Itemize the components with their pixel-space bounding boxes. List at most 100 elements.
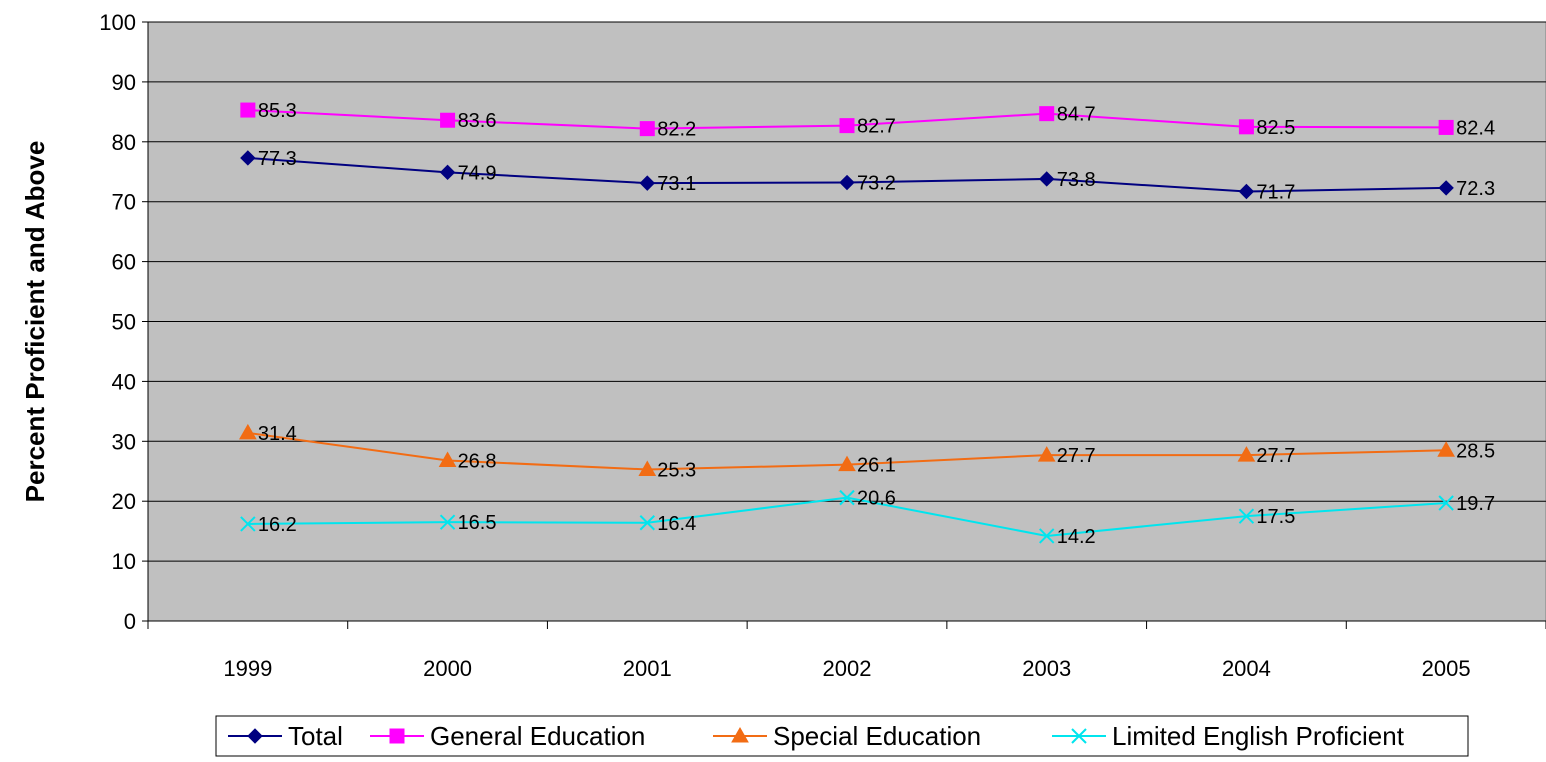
data-label-limited-english-proficient-2004: 17.5 <box>1256 506 1295 528</box>
point-total-2000 <box>439 164 456 181</box>
y-tick-label-90: 90 <box>112 70 136 95</box>
legend-item-general-education: General Education <box>370 721 645 751</box>
point-special-education-2001 <box>638 460 657 476</box>
point-general-education-1999 <box>240 102 256 118</box>
legend-marker-limited-english-proficient <box>1071 728 1087 744</box>
y-tick-label-50: 50 <box>112 310 136 335</box>
point-special-education-2003 <box>1037 446 1056 462</box>
data-label-limited-english-proficient-2000: 16.5 <box>458 512 497 534</box>
legend-marker-limited-english-proficient-b <box>1071 728 1087 744</box>
x-tick-label-2002: 2002 <box>823 656 872 681</box>
x-tick-label-2000: 2000 <box>423 656 472 681</box>
legend-label-limited-english-proficient: Limited English Proficient <box>1112 721 1405 751</box>
point-total-2005 <box>1438 180 1454 196</box>
data-label-total-2002: 73.2 <box>857 173 896 195</box>
data-label-special-education-2000: 26.8 <box>458 450 497 472</box>
x-tick-labels: 1999 2000 2001 2002 2003 2004 2005 <box>223 656 1470 681</box>
data-label-total-2000: 74.9 <box>458 162 497 184</box>
point-limited-english-proficient-2001 <box>639 515 655 531</box>
point-limited-english-proficient-2000 <box>439 514 456 530</box>
point-total-2003 <box>1039 171 1055 187</box>
legend: Total General Education Special Education L… <box>215 715 1469 757</box>
data-label-general-education-2003: 84.7 <box>1057 104 1096 126</box>
point-limited-english-proficient-2002-b <box>839 489 855 506</box>
data-label-special-education-2005: 28.5 <box>1456 440 1495 462</box>
y-tick-label-0: 0 <box>124 609 136 634</box>
data-label-special-education-1999: 31.4 <box>258 423 297 445</box>
data-label-general-education-2001: 82.2 <box>657 119 696 141</box>
point-general-education-2000 <box>440 112 456 128</box>
data-label-special-education-2002: 26.1 <box>857 455 896 477</box>
point-special-education-1999 <box>238 423 257 440</box>
data-label-total-1999: 77.3 <box>258 148 297 170</box>
data-label-special-education-2001: 25.3 <box>657 459 696 481</box>
data-label-general-education-1999: 85.3 <box>258 100 297 122</box>
point-limited-english-proficient-1999-b <box>240 516 256 532</box>
series-general-education: 85.3 83.6 82.2 82.7 84.7 82.5 82.4 <box>240 100 1495 141</box>
x-tick-label-2003: 2003 <box>1022 656 1071 681</box>
data-label-total-2001: 73.1 <box>657 173 696 195</box>
point-general-education-2005 <box>1438 119 1454 135</box>
data-label-special-education-2003: 27.7 <box>1057 445 1096 467</box>
point-special-education-2005 <box>1437 441 1456 457</box>
data-label-limited-english-proficient-2003: 14.2 <box>1057 526 1096 548</box>
legend-box <box>215 715 1469 757</box>
point-limited-english-proficient-2004-b <box>1238 508 1255 524</box>
point-general-education-2004 <box>1238 119 1254 135</box>
point-general-education-2001 <box>639 121 655 137</box>
point-total-2001 <box>639 175 655 191</box>
point-limited-english-proficient-2005-b <box>1438 495 1454 511</box>
point-limited-english-proficient-2003 <box>1039 528 1055 544</box>
y-axis-label: Percent Proficient and Above <box>20 141 50 503</box>
point-special-education-2004 <box>1237 446 1256 462</box>
x-tick-label-2004: 2004 <box>1222 656 1271 681</box>
series-group: 77.3 74.9 73.1 73.2 73.8 71.7 72.3 85.3 83.6 82.2… <box>238 100 1495 548</box>
x-tick-label-2001: 2001 <box>623 656 672 681</box>
legend-marker-total <box>247 728 263 744</box>
data-label-total-2005: 72.3 <box>1456 178 1495 200</box>
data-label-general-education-2004: 82.5 <box>1256 117 1295 139</box>
x-tick-label-2005: 2005 <box>1422 656 1471 681</box>
y-tick-labels: 0 10 20 30 40 50 60 70 80 90 100 <box>99 10 136 634</box>
axes <box>142 21 1546 629</box>
y-tick-label-60: 60 <box>112 250 136 275</box>
point-general-education-2002 <box>839 118 855 134</box>
point-total-2002 <box>839 174 855 191</box>
point-limited-english-proficient-2002 <box>839 489 855 506</box>
data-label-limited-english-proficient-2002: 20.6 <box>857 488 896 510</box>
y-tick-label-20: 20 <box>112 489 136 514</box>
series-limited-english-proficient: 16.2 16.5 16.4 20.6 14.2 17.5 19.7 <box>240 488 1495 548</box>
data-label-special-education-2004: 27.7 <box>1256 445 1295 467</box>
legend-marker-special-education <box>731 726 749 743</box>
y-tick-label-10: 10 <box>112 549 136 574</box>
series-total: 77.3 74.9 73.1 73.2 73.8 71.7 72.3 <box>240 148 1495 204</box>
point-limited-english-proficient-2005 <box>1438 495 1454 511</box>
point-total-1999 <box>240 150 256 166</box>
point-special-education-2000 <box>438 451 457 467</box>
data-label-total-2003: 73.8 <box>1057 169 1096 191</box>
legend-item-limited-english-proficient: Limited English Proficient <box>1052 721 1405 751</box>
data-label-limited-english-proficient-2005: 19.7 <box>1456 493 1495 515</box>
point-limited-english-proficient-2001-b <box>639 515 655 531</box>
data-label-general-education-2000: 83.6 <box>458 110 497 132</box>
series-special-education: 31.4 26.8 25.3 26.1 27.7 27.7 28.5 <box>238 423 1495 481</box>
y-tick-label-70: 70 <box>112 190 136 215</box>
point-special-education-2002 <box>838 455 856 472</box>
legend-label-special-education: Special Education <box>773 721 981 751</box>
legend-item-special-education: Special Education <box>713 721 981 751</box>
x-tick-label-1999: 1999 <box>223 656 272 681</box>
point-total-2004 <box>1238 183 1255 200</box>
legend-marker-general-education <box>389 728 405 744</box>
point-limited-english-proficient-1999 <box>240 516 256 532</box>
gridlines <box>148 21 1546 562</box>
data-label-limited-english-proficient-2001: 16.4 <box>657 513 696 535</box>
point-limited-english-proficient-2003-b <box>1039 528 1055 544</box>
data-label-general-education-2005: 82.4 <box>1456 117 1495 139</box>
y-tick-label-30: 30 <box>112 429 136 454</box>
legend-label-general-education: General Education <box>430 721 645 751</box>
y-tick-label-80: 80 <box>112 130 136 155</box>
point-limited-english-proficient-2004 <box>1238 508 1255 524</box>
data-label-limited-english-proficient-1999: 16.2 <box>258 514 297 536</box>
